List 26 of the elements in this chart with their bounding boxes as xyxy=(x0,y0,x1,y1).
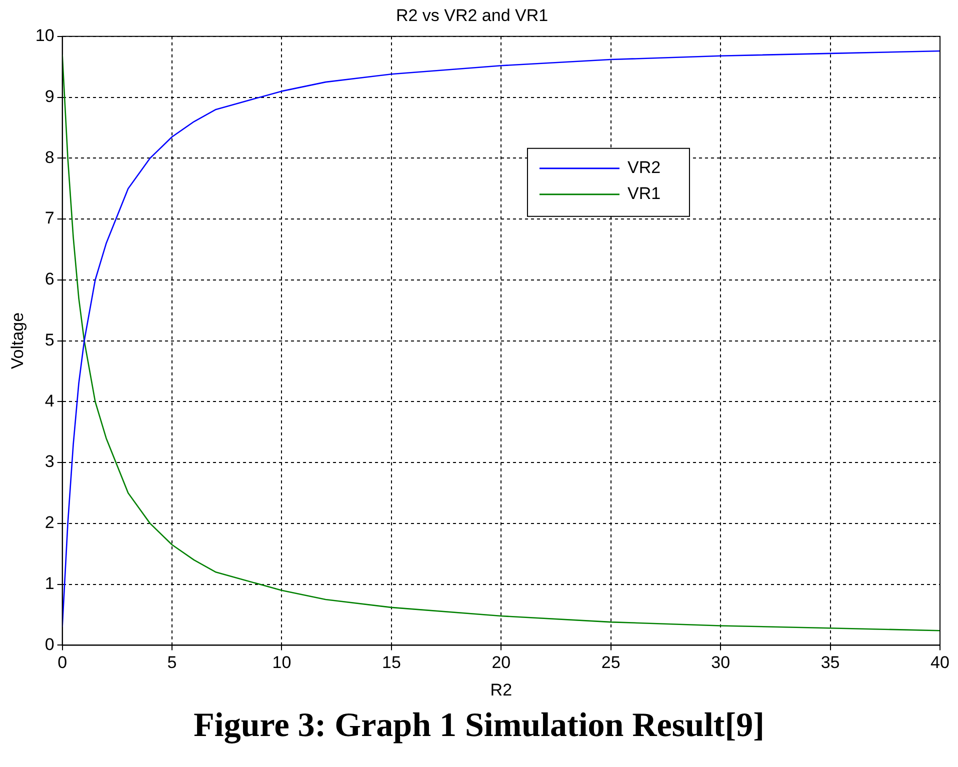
y-tick-label: 6 xyxy=(44,270,54,289)
y-tick-label: 2 xyxy=(44,513,54,532)
chart-title: R2 vs VR2 and VR1 xyxy=(396,6,548,25)
y-tick-label: 8 xyxy=(44,148,54,167)
y-tick-label: 10 xyxy=(35,26,54,46)
x-tick-label: 15 xyxy=(382,653,401,672)
x-tick-label: 0 xyxy=(58,653,68,672)
y-tick-label: 7 xyxy=(44,208,54,228)
legend-label: VR1 xyxy=(627,184,661,204)
x-tick-label: 30 xyxy=(711,653,730,672)
y-tick-label: 9 xyxy=(44,86,54,106)
caption: Figure 3: Graph 1 Simulation Result[9] xyxy=(192,707,766,745)
y-tick-label: 1 xyxy=(44,574,54,594)
x-axis-title: R2 xyxy=(490,680,512,700)
y-tick-label: 4 xyxy=(44,391,54,410)
y-tick-label: 0 xyxy=(44,634,54,654)
x-tick-label: 25 xyxy=(601,653,620,672)
legend-label: VR2 xyxy=(627,158,661,178)
x-tick-label: 40 xyxy=(930,653,950,672)
y-tick-label: 3 xyxy=(44,452,54,472)
y-tick-label: 5 xyxy=(44,330,54,350)
x-tick-label: 35 xyxy=(820,653,840,672)
y-axis-title: Voltage xyxy=(8,312,27,370)
x-tick-label: 20 xyxy=(492,653,511,672)
x-tick-label: 10 xyxy=(272,653,292,672)
x-tick-label: 5 xyxy=(167,653,177,672)
